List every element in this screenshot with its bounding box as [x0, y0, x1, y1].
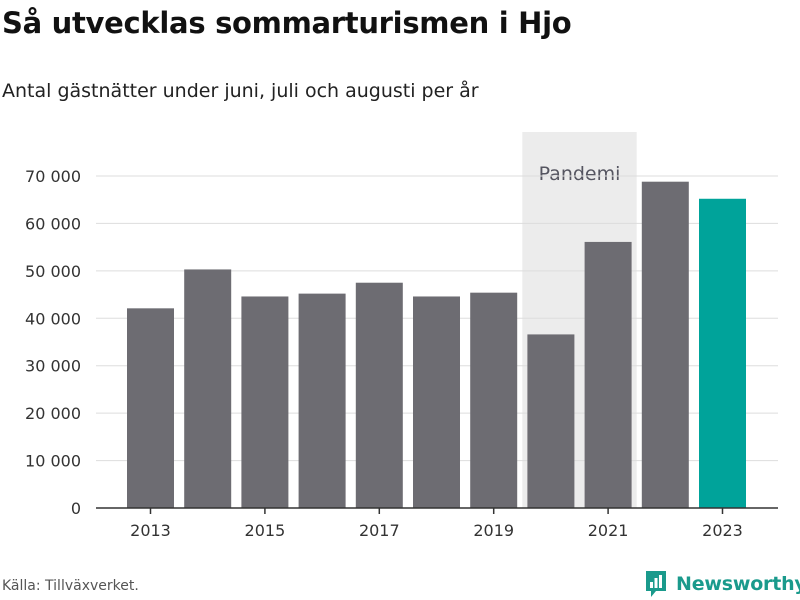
y-tick-label: 50 000 [25, 262, 81, 281]
y-tick-label: 0 [71, 499, 81, 518]
bar-2021 [584, 241, 632, 508]
x-tick-label: 2013 [130, 521, 171, 540]
y-tick-label: 10 000 [25, 452, 81, 471]
brand-logo: Newsworthy [644, 568, 800, 600]
bar-2023 [699, 198, 746, 508]
y-tick-label: 70 000 [25, 167, 81, 186]
x-tick-label: 2019 [473, 521, 514, 540]
chart-title: Så utvecklas sommarturismen i Hjo [2, 6, 572, 40]
bar-2016 [298, 293, 346, 508]
x-tick-label: 2021 [588, 521, 629, 540]
bar-2022 [641, 181, 689, 509]
x-tick-label: 2017 [359, 521, 400, 540]
y-tick-label: 20 000 [25, 404, 81, 423]
source-note: Källa: Tillväxverket. [2, 578, 139, 594]
chart-subtitle: Antal gästnätter under juni, juli och au… [2, 80, 479, 102]
bar-2020 [527, 334, 575, 508]
bar-2018 [413, 296, 460, 508]
bar-2013 [127, 308, 174, 508]
y-tick-label: 60 000 [25, 214, 81, 233]
bar-2015 [241, 296, 289, 508]
bar-2019 [470, 292, 518, 508]
x-tick-label: 2015 [245, 521, 286, 540]
newsworthy-logo-icon [646, 571, 666, 597]
y-tick-label: 40 000 [25, 309, 81, 328]
pandemic-label: Pandemi [539, 163, 621, 185]
x-tick-label: 2023 [702, 521, 743, 540]
bar-2017 [355, 282, 403, 508]
bar-2014 [184, 269, 232, 508]
brand-name: Newsworthy [676, 573, 800, 595]
y-tick-label: 30 000 [25, 357, 81, 376]
